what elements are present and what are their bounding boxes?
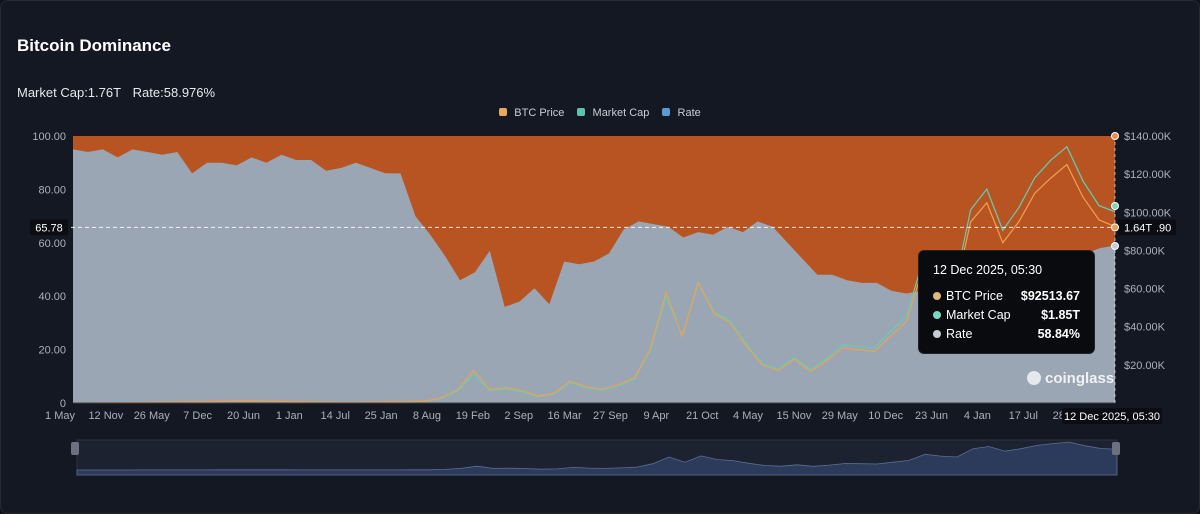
- x-tick-label: 17 Jul: [1009, 410, 1038, 422]
- zoom-slider-preview: [76, 441, 1118, 476]
- legend-item-market-cap[interactable]: Market Cap: [577, 107, 649, 119]
- x-tick-label: 12 Nov: [88, 410, 123, 422]
- y-right-tick-label: $20.00K: [1124, 360, 1166, 372]
- y-left-tick-label: 0: [60, 398, 66, 410]
- crosshair-right-extra-label: .90: [1156, 222, 1171, 234]
- y-right-tick-label: $60.00K: [1124, 284, 1166, 296]
- tooltip-value: $92513.67: [1020, 288, 1080, 303]
- y-left-tick-label: 60.00: [38, 238, 66, 250]
- x-tick-label: 20 Jun: [227, 410, 260, 422]
- hover-marker: [1111, 242, 1119, 250]
- tooltip-label: Market Cap: [946, 307, 1011, 322]
- page-title: Bitcoin Dominance: [17, 36, 171, 55]
- y-right-tick-label: $80.00K: [1124, 245, 1166, 257]
- x-tick-label: 27 Sep: [593, 410, 628, 422]
- legend-label-btc-price: BTC Price: [514, 107, 565, 119]
- crosshair-y-label: 65.78: [35, 222, 63, 234]
- x-tick-label: 16 Mar: [547, 410, 582, 422]
- x-tick-label: 29 May: [822, 410, 859, 422]
- y-right-tick-label: $40.00K: [1124, 322, 1166, 334]
- legend-item-btc-price[interactable]: BTC Price: [499, 107, 564, 119]
- watermark-text: coinglass: [1045, 370, 1115, 387]
- x-tick-label: 4 May: [733, 410, 763, 422]
- crosshair-y-label-bg: [30, 219, 68, 236]
- x-tick-label: 15 Nov: [776, 410, 811, 422]
- market-cap-summary: Market Cap:1.76T: [17, 85, 122, 100]
- x-tick-label: 21 Oct: [686, 410, 718, 422]
- tooltip-dot-market-cap: [933, 310, 941, 319]
- legend-label-rate: Rate: [677, 107, 701, 119]
- x-tick-label: 7 Dec: [183, 410, 212, 422]
- x-tick-label: 9 Apr: [643, 410, 669, 422]
- x-tick-label: 1 May: [45, 410, 75, 422]
- coinglass-watermark: coinglass: [1027, 370, 1114, 387]
- crosshair-x-label: 12 Dec 2025, 05:30: [1064, 411, 1160, 423]
- data-tooltip: 12 Dec 2025, 05:30 BTC Price $92513.67 M…: [918, 250, 1095, 354]
- hover-marker: [1111, 132, 1119, 140]
- x-tick-label: 23 Jun: [915, 410, 948, 422]
- hover-marker: [1111, 223, 1119, 232]
- tooltip-row-rate: Rate 58.84%: [933, 324, 1080, 343]
- tooltip-value: 58.84%: [1037, 326, 1080, 341]
- x-tick-label: 4 Jan: [964, 410, 991, 422]
- legend-item-rate[interactable]: Rate: [662, 107, 701, 119]
- tooltip-value: $1.85T: [1041, 307, 1080, 322]
- zoom-slider-handle[interactable]: [71, 442, 79, 455]
- tooltip-title: 12 Dec 2025, 05:30: [933, 263, 1043, 277]
- x-tick-label: 2 Sep: [504, 410, 533, 422]
- tooltip-label: BTC Price: [946, 288, 1003, 303]
- legend-label-market-cap: Market Cap: [592, 107, 650, 119]
- x-tick-label: 10 Dec: [868, 410, 903, 422]
- y-right-tick-label: $140.00K: [1124, 131, 1172, 143]
- x-tick-label: 1 Jan: [276, 410, 303, 422]
- x-tick-label: 14 Jul: [321, 410, 350, 422]
- hover-marker: [1111, 202, 1119, 210]
- x-tick-label: 26 May: [134, 410, 171, 422]
- legend-swatch-rate: [662, 108, 671, 116]
- tooltip-row-market-cap: Market Cap $1.85T: [933, 305, 1080, 324]
- y-right-tick-label: $100.00K: [1124, 207, 1172, 219]
- x-tick-label: 8 Aug: [413, 410, 441, 422]
- y-left-tick-label: 80.00: [38, 184, 66, 196]
- summary-line: Market Cap:1.76T Rate:58.976%: [17, 85, 223, 100]
- rate-area: [73, 149, 1115, 403]
- y-left-tick-label: 20.00: [38, 345, 66, 357]
- legend-swatch-market-cap: [577, 108, 586, 116]
- x-tick-label: 25 Jan: [365, 410, 398, 422]
- crosshair-x-label-bg: [1062, 408, 1162, 424]
- zoom-slider-handle[interactable]: [1112, 442, 1120, 455]
- crosshair-right-label: 1.64T: [1124, 222, 1152, 234]
- rate-summary: Rate:58.976%: [132, 85, 216, 100]
- tooltip-dot-rate: [933, 329, 941, 338]
- chart-legend: BTC Price Market Cap Rate: [0, 107, 1200, 119]
- legend-swatch-btc-price: [499, 108, 508, 116]
- tooltip-label: Rate: [946, 326, 973, 341]
- x-tick-label: 19 Feb: [456, 410, 490, 422]
- tooltip-dot-btc-price: [933, 291, 941, 300]
- y-left-tick-label: 100.00: [32, 131, 66, 143]
- y-right-tick-label: $120.00K: [1124, 169, 1172, 181]
- y-left-tick-label: 40.00: [38, 291, 66, 303]
- coinglass-logo-icon: [1027, 371, 1041, 385]
- tooltip-row-btc-price: BTC Price $92513.67: [933, 286, 1080, 305]
- crosshair-right-label-bg: [1118, 219, 1176, 236]
